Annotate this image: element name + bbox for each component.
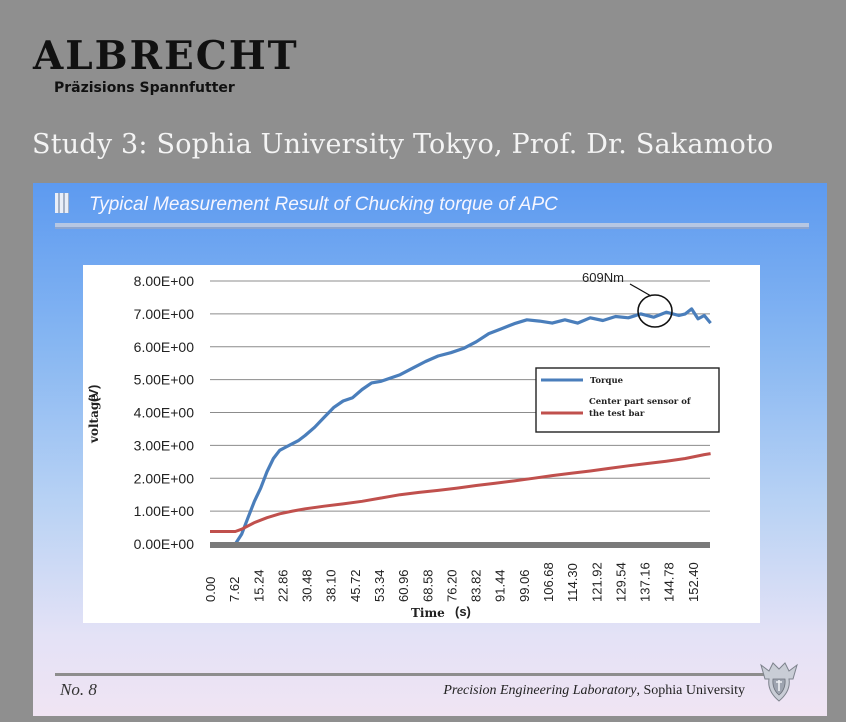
slide-title-rule-shadow <box>55 227 809 229</box>
y-tick-label: 4.00E+00 <box>134 405 195 421</box>
x-tick-label: 7.62 <box>227 577 242 602</box>
y-tick-label: 8.00E+00 <box>134 273 195 289</box>
y-tick-label: 6.00E+00 <box>134 339 195 355</box>
legend-label-center-sensor: Center part sensor of the test bar <box>589 397 694 419</box>
x-tick-label: 106.68 <box>541 562 556 602</box>
y-axis-label: voltage <box>87 394 101 444</box>
x-tick-label: 76.20 <box>444 569 459 602</box>
x-tick-label: 53.34 <box>372 569 387 602</box>
chart-panel: 0.00E+00 1.00E+00 2.00E+00 3.00E+00 4.00E+00… <box>83 265 760 623</box>
x-tick-labels: 0.00 7.62 15.24 22.86 30.48 38.10 45.72 53.34 60… <box>203 562 701 602</box>
annotation-circle <box>637 294 673 328</box>
x-tick-label: 0.00 <box>203 577 218 602</box>
series-line-center-sensor <box>210 452 711 533</box>
x-tick-label: 60.96 <box>396 569 411 602</box>
slide-title: Typical Measurement Result of Chucking t… <box>89 194 558 215</box>
slide-title-rule <box>55 223 809 227</box>
footer-university: , Sophia University <box>636 683 746 698</box>
brand-name: ALBRECHT <box>33 33 299 79</box>
slide-number: No. 8 <box>60 680 97 699</box>
line-chart: 0.00E+00 1.00E+00 2.00E+00 3.00E+00 4.00E+00… <box>83 270 720 620</box>
y-tick-label: 0.00E+00 <box>134 536 195 552</box>
footer-rule <box>55 673 765 676</box>
y-axis-unit: (V) <box>86 385 101 402</box>
y-axis-title: voltage (V) <box>83 385 105 453</box>
university-crest-icon <box>760 662 798 702</box>
annotation-label: 609Nm <box>582 270 624 285</box>
x-tick-label: 91.44 <box>493 569 508 602</box>
x-tick-label: 144.78 <box>662 562 677 602</box>
y-tick-labels: 0.00E+00 1.00E+00 2.00E+00 3.00E+00 4.00E+00… <box>134 273 195 552</box>
footer-lab-name: Precision Engineering Laboratory <box>443 683 637 698</box>
x-tick-label: 30.48 <box>300 569 315 602</box>
brand-logo: ALBRECHT Präzisions Spannfutter <box>33 34 299 96</box>
x-tick-label: 22.86 <box>275 569 290 602</box>
x-tick-label: 45.72 <box>348 569 363 602</box>
y-tick-label: 3.00E+00 <box>134 437 195 453</box>
y-tick-label: 2.00E+00 <box>134 470 195 486</box>
page-title: Study 3: Sophia University Tokyo, Prof. … <box>32 129 774 160</box>
footer-lab-credit: Precision Engineering Laboratory, Sophia… <box>443 683 745 699</box>
legend-label-torque: Torque <box>590 376 624 386</box>
x-axis-unit: (s) <box>455 604 471 619</box>
x-tick-label: 38.10 <box>324 569 339 602</box>
x-tick-label: 68.58 <box>420 569 435 602</box>
y-tick-label: 7.00E+00 <box>134 306 195 322</box>
x-tick-label: 137.16 <box>638 562 653 602</box>
y-tick-label: 5.00E+00 <box>134 372 195 388</box>
x-tick-label: 114.30 <box>565 563 580 602</box>
x-tick-label: 129.54 <box>613 562 628 602</box>
x-tick-label: 152.40 <box>686 562 701 602</box>
annotation-leader-line <box>629 283 652 297</box>
slide-title-bar-icon <box>55 193 69 213</box>
x-axis-label: Time <box>411 606 445 620</box>
slide-image: Typical Measurement Result of Chucking t… <box>33 183 827 716</box>
x-tick-label: 83.82 <box>469 569 484 602</box>
brand-subtitle: Präzisions Spannfutter <box>54 80 235 96</box>
chart-legend: Torque Center part sensor of the test ba… <box>535 367 720 433</box>
x-tick-label: 99.06 <box>517 569 532 602</box>
x-tick-label: 121.92 <box>589 562 604 602</box>
y-tick-label: 1.00E+00 <box>134 503 195 519</box>
x-tick-label: 15.24 <box>251 569 266 602</box>
